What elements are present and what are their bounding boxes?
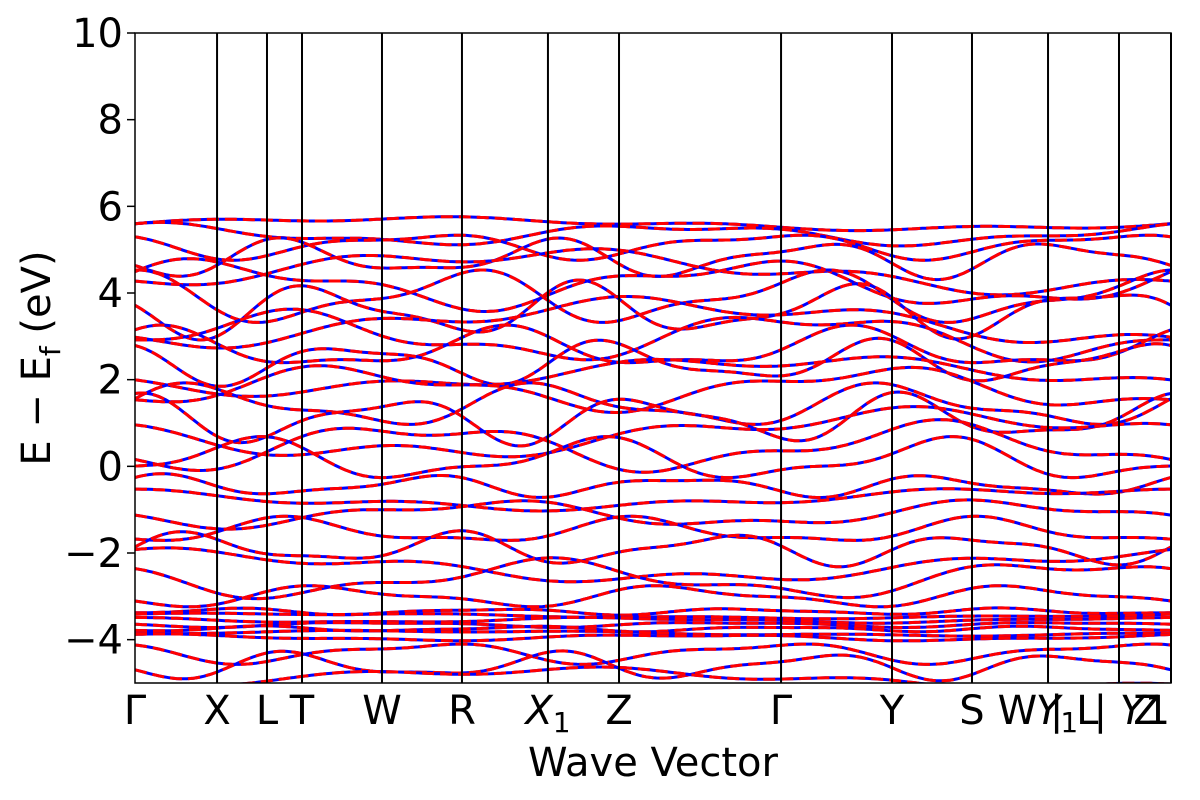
- kpoint-label: Z: [605, 688, 632, 734]
- x-axis-title: Wave Vector: [528, 740, 779, 786]
- band-line-spin-down: [135, 514, 1171, 542]
- band-line-spin-down: [135, 628, 1171, 638]
- band-line-spin-down: [135, 611, 1171, 621]
- kpoint-label: R: [448, 688, 476, 734]
- band-line-spin-down: [135, 323, 1171, 365]
- band-line-spin-down: [135, 642, 1171, 666]
- band-line-spin-down: [135, 556, 1171, 601]
- kpoint-label: X: [203, 688, 230, 734]
- band-line-spin-up: [135, 435, 1171, 480]
- kpoint-label: L: [256, 688, 279, 734]
- band-line-spin-down: [135, 278, 1171, 342]
- x-axis-ticks: Γ X L T W R X1 Z Γ Y S W | LY1 | YZ1: [124, 688, 1170, 739]
- y-axis-title: E − Ef (eV): [14, 250, 67, 465]
- band-line-spin-down: [135, 621, 1171, 629]
- band-line-spin-down: [135, 472, 1171, 499]
- band-line-spin-down: [135, 233, 1171, 262]
- band-line-spin-down: [135, 632, 1171, 643]
- kpoint-label: S: [959, 688, 984, 734]
- band-line-spin-down: [135, 665, 1171, 683]
- band-line-spin-down: [135, 405, 1171, 459]
- kpoint-label: Z: [1133, 688, 1160, 734]
- y-tick-label: 6: [98, 184, 123, 230]
- plot-frame: [134, 32, 1172, 684]
- kpoint-label: Y: [879, 688, 905, 734]
- y-axis-ticks: 10 8 6 4 2 0 −2 −4: [64, 11, 135, 664]
- band-line-spin-down: [135, 624, 1171, 634]
- kpoint-label: W | L: [998, 688, 1099, 734]
- band-lines: [135, 215, 1171, 683]
- band-line-spin-down: [135, 487, 1171, 513]
- kpoint-label: T: [289, 688, 315, 734]
- y-tick-label: −2: [64, 531, 123, 577]
- y-tick-label: 10: [72, 11, 123, 57]
- band-line-spin-down: [135, 390, 1171, 448]
- kpoint-label: | Y: [1094, 688, 1148, 734]
- band-line-spin-down: [135, 355, 1171, 398]
- band-line-spin-down: [135, 295, 1171, 350]
- y-tick-label: 8: [98, 98, 123, 144]
- band-line-spin-down: [135, 649, 1171, 683]
- band-line-spin-down: [135, 336, 1171, 388]
- kpoint-label: 1: [1145, 688, 1170, 734]
- kpoint-label: Γ: [124, 688, 147, 734]
- band-line-spin-down: [135, 220, 1171, 248]
- band-line-spin-down: [135, 307, 1171, 364]
- kpoint-label: Γ: [770, 688, 793, 734]
- y-tick-label: 4: [98, 271, 123, 317]
- y-tick-label: 0: [98, 444, 123, 490]
- band-line-spin-up: [135, 381, 1171, 426]
- band-line-spin-up: [135, 529, 1171, 569]
- band-line-spin-down: [135, 215, 1171, 233]
- kpoint-label: Y1: [1036, 688, 1078, 739]
- band-line-spin-down: [135, 546, 1171, 584]
- band-line-spin-down: [135, 498, 1171, 531]
- y-tick-label: −4: [64, 618, 123, 664]
- band-line-spin-down: [135, 418, 1171, 474]
- kpoint-label: X1: [523, 688, 570, 739]
- band-line-spin-down: [135, 257, 1171, 313]
- y-tick-label: 2: [98, 358, 123, 404]
- band-line-spin-down: [135, 584, 1171, 609]
- kpoint-label: W: [362, 688, 402, 734]
